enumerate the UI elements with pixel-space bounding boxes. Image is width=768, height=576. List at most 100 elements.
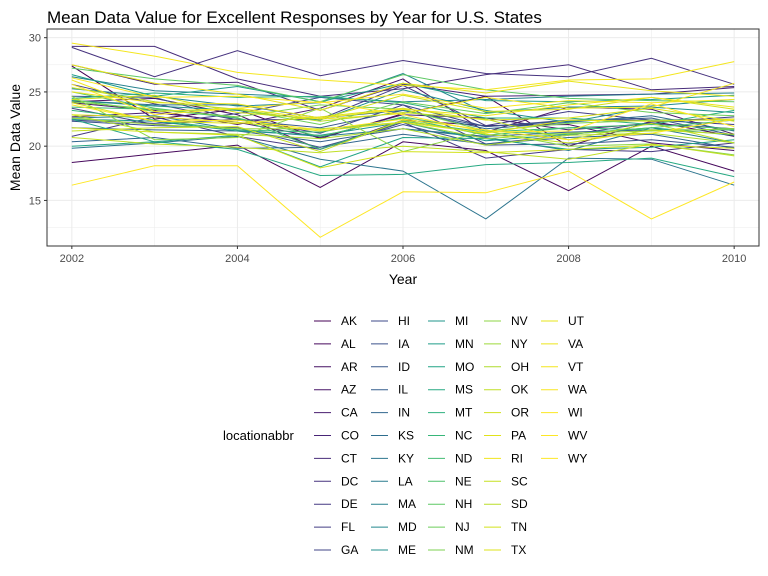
legend-item-fl: FL [314, 520, 355, 534]
series-line-ks [71, 100, 735, 132]
legend-label: ID [398, 360, 410, 374]
legend-label: AZ [341, 383, 356, 397]
legend-item-il: IL [371, 383, 408, 397]
legend-item-va: VA [541, 337, 583, 351]
legend-item-nc: NC [428, 429, 473, 443]
legend: AK AL AR AZ CA CO CT DC DE FL GA HI IA ID IL IN KS KY LA MA… [314, 314, 587, 557]
legend-label: DC [341, 474, 359, 488]
series-line-wv [71, 165, 735, 238]
legend-item-ri: RI [484, 451, 523, 465]
legend-item-ga: GA [314, 543, 358, 557]
legend-item-de: DE [314, 497, 358, 511]
series-line-mt [71, 92, 735, 126]
series-line-pa [71, 114, 735, 134]
x-tick-label: 2010 [722, 253, 746, 265]
series-line-ri [71, 79, 735, 120]
legend-label: IN [398, 406, 410, 420]
series-line-mo [71, 118, 735, 168]
legend-label: PA [511, 429, 526, 443]
legend-item-or: OR [484, 406, 529, 420]
legend-label: WV [568, 429, 587, 443]
legend-item-vt: VT [541, 360, 584, 374]
legend-item-ok: OK [484, 383, 528, 397]
legend-item-tx: TX [484, 543, 526, 557]
x-tick-label: 2004 [225, 253, 249, 265]
x-axis-title: Year [389, 271, 418, 287]
y-axis-title: Mean Data Value [7, 84, 23, 191]
legend-item-md: MD [371, 520, 417, 534]
series-line-vt [71, 42, 735, 91]
legend-label: UT [568, 314, 585, 328]
series-line-dc [71, 46, 735, 85]
series-line-me [71, 89, 735, 123]
legend-label: AL [341, 337, 356, 351]
y-axis: 15 20 25 30 [29, 33, 47, 207]
legend-title: locationabbr [223, 428, 294, 443]
series-lines [71, 42, 735, 238]
legend-label: LA [398, 474, 413, 488]
series-line-wi [71, 104, 735, 141]
legend-label: CO [341, 429, 359, 443]
legend-item-ia: IA [371, 337, 409, 351]
legend-item-al: AL [314, 337, 356, 351]
legend-label: KY [398, 451, 414, 465]
legend-item-ne: NE [428, 474, 472, 488]
legend-label: GA [341, 543, 358, 557]
legend-label: MO [455, 360, 474, 374]
y-tick-label: 20 [29, 141, 41, 153]
legend-item-ak: AK [314, 314, 357, 328]
legend-label: WA [568, 383, 587, 397]
legend-label: VA [568, 337, 583, 351]
legend-item-ut: UT [541, 314, 585, 328]
legend-item-la: LA [371, 474, 413, 488]
legend-item-wv: WV [541, 429, 587, 443]
legend-item-wi: WI [541, 406, 583, 420]
legend-item-mt: MT [428, 406, 473, 420]
series-line-ut [71, 64, 735, 111]
series-line-va [71, 91, 735, 119]
legend-item-ny: NY [484, 337, 528, 351]
series-line-sd [71, 87, 735, 144]
legend-label: CT [341, 451, 358, 465]
legend-label: MN [455, 337, 474, 351]
legend-item-mo: MO [428, 360, 474, 374]
legend-label: CA [341, 406, 358, 420]
legend-label: NJ [455, 520, 470, 534]
legend-label: MA [398, 497, 416, 511]
legend-label: VT [568, 360, 584, 374]
legend-item-mn: MN [428, 337, 474, 351]
legend-label: RI [511, 451, 523, 465]
legend-label: NC [455, 429, 473, 443]
legend-item-nd: ND [428, 451, 473, 465]
legend-label: ME [398, 543, 416, 557]
legend-label: FL [341, 520, 355, 534]
legend-item-mi: MI [428, 314, 468, 328]
y-tick-label: 15 [29, 195, 41, 207]
legend-label: OK [511, 383, 528, 397]
series-line-al [71, 141, 735, 192]
legend-label: WY [568, 451, 587, 465]
legend-label: NY [511, 337, 528, 351]
series-line-ok [71, 137, 735, 160]
legend-item-wa: WA [541, 383, 587, 397]
plot-area [46, 28, 760, 247]
legend-item-ct: CT [314, 451, 358, 465]
legend-label: OH [511, 360, 529, 374]
legend-item-hi: HI [371, 314, 410, 328]
series-line-tn [71, 127, 735, 169]
x-tick-label: 2008 [556, 253, 580, 265]
legend-label: MT [455, 406, 473, 420]
legend-item-nv: NV [484, 314, 528, 328]
legend-label: MI [455, 314, 468, 328]
legend-item-ks: KS [371, 429, 414, 443]
chart-title: Mean Data Value for Excellent Responses … [47, 8, 542, 27]
legend-label: HI [398, 314, 410, 328]
legend-label: SC [511, 474, 528, 488]
legend-label: SD [511, 497, 528, 511]
legend-item-co: CO [314, 429, 359, 443]
legend-item-ar: AR [314, 360, 358, 374]
x-tick-label: 2006 [391, 253, 415, 265]
legend-item-tn: TN [484, 520, 527, 534]
x-axis: 2002 2004 2006 2008 2010 [60, 246, 746, 265]
